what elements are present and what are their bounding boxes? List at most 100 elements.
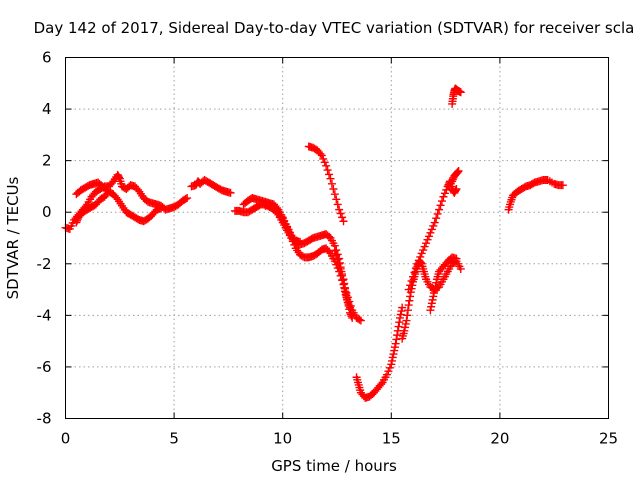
data-point-track-9 (336, 264, 345, 273)
data-point-track-10 (397, 307, 406, 316)
x-tick-label: 10 (273, 430, 292, 448)
data-point-track-11 (402, 316, 411, 325)
data-point-track-8 (316, 149, 325, 158)
data-point-track-1 (115, 173, 124, 182)
data-point-track-11 (456, 264, 465, 273)
data-point-track-2 (73, 216, 82, 225)
data-point-track-10 (398, 303, 407, 312)
data-point-track-12 (453, 167, 462, 176)
x-tick-label: 20 (490, 430, 509, 448)
data-point-track-2 (72, 218, 81, 227)
data-point-track-13 (427, 302, 436, 311)
data-point-track-6 (355, 315, 364, 324)
data-point-track-8 (323, 166, 332, 175)
x-tick-label: 15 (382, 430, 401, 448)
data-point-track-12 (409, 272, 418, 281)
data-point-track-12 (414, 256, 423, 265)
data-point-track-6 (356, 316, 365, 325)
data-point-track-8 (320, 158, 329, 167)
data-point-track-10 (384, 367, 393, 376)
data-point-track-12 (411, 264, 420, 273)
data-point-track-12 (453, 168, 462, 177)
data-point-track-9 (339, 275, 348, 284)
data-point-track-12 (420, 242, 429, 251)
data-point-track-12 (433, 209, 442, 218)
data-point-track-8 (325, 170, 334, 179)
data-point-track-16 (558, 181, 567, 190)
data-point-track-9 (335, 259, 344, 268)
data-point-track-13 (426, 306, 435, 315)
data-point-track-9 (342, 291, 351, 300)
data-point-track-12 (422, 239, 431, 248)
data-point-track-10 (392, 335, 401, 344)
plot-frame (65, 57, 609, 419)
data-point-track-10 (390, 343, 399, 352)
data-point-track-11 (405, 296, 414, 305)
data-point-track-12 (407, 276, 416, 285)
data-point-track-12 (406, 281, 415, 290)
data-point-track-9 (332, 251, 341, 260)
data-point-track-9 (344, 301, 353, 310)
data-point-track-12 (427, 225, 436, 234)
data-point-track-13 (452, 254, 461, 263)
data-point-track-14 (451, 186, 460, 195)
x-tick-label: 5 (169, 430, 179, 448)
data-point-track-9 (346, 310, 355, 319)
data-point-track-10 (390, 346, 399, 355)
data-point-track-12 (419, 246, 428, 255)
data-point-track-10 (388, 356, 397, 365)
data-point-track-12 (410, 268, 419, 277)
data-point-track-8 (336, 209, 345, 218)
y-axis-label: SDTVAR / TECUs (4, 176, 22, 299)
data-point-track-4 (226, 188, 235, 197)
data-point-track-9 (340, 279, 349, 288)
data-point-track-9 (340, 283, 349, 292)
data-point-track-1 (181, 194, 190, 203)
data-point-track-12 (435, 205, 444, 214)
y-tick-label: -6 (37, 358, 52, 376)
data-point-track-8 (319, 154, 328, 163)
data-point-track-10 (393, 331, 402, 340)
data-point-track-8 (317, 151, 326, 160)
data-point-track-8 (335, 205, 344, 214)
data-point-track-8 (339, 217, 348, 226)
y-tick-label: 0 (42, 203, 52, 221)
data-point-track-3 (101, 185, 110, 194)
data-point-track-9 (343, 295, 352, 304)
grid-lines (65, 57, 609, 419)
x-axis-label: GPS time / hours (271, 457, 397, 475)
data-point-track-8 (330, 190, 339, 199)
data-point-track-9 (333, 255, 342, 264)
data-point-track-13 (432, 278, 441, 287)
data-point-track-9 (345, 305, 354, 314)
y-tick-label: 4 (42, 100, 52, 118)
chart-title: Day 142 of 2017, Sidereal Day-to-day VTE… (34, 19, 635, 37)
data-point-track-12 (424, 232, 433, 241)
data-point-track-8 (332, 195, 341, 204)
data-point-track-10 (382, 370, 391, 379)
data-point-track-1 (183, 194, 192, 203)
data-point-track-13 (430, 289, 439, 298)
data-point-track-9 (330, 246, 339, 255)
data-point-track-14 (452, 185, 461, 194)
data-point-track-7 (296, 237, 305, 246)
data-point-track-10 (391, 339, 400, 348)
data-point-track-12 (417, 249, 426, 258)
x-tick-label: 0 (61, 430, 71, 448)
data-point-track-6 (325, 247, 334, 256)
data-point-track-10 (394, 322, 403, 331)
data-point-track-12 (429, 221, 438, 230)
y-tick-label: -2 (37, 255, 52, 273)
data-point-track-12 (404, 285, 413, 294)
data-point-track-12 (426, 228, 435, 237)
data-point-track-11 (406, 292, 415, 301)
data-point-track-8 (329, 185, 338, 194)
data-point-track-10 (388, 353, 397, 362)
y-tick-label: 2 (42, 152, 52, 170)
data-point-track-11 (401, 323, 410, 332)
data-point-track-10 (387, 360, 396, 369)
data-point-track-11 (403, 311, 412, 320)
data-point-track-10 (395, 318, 404, 327)
data-point-track-9 (341, 288, 350, 297)
